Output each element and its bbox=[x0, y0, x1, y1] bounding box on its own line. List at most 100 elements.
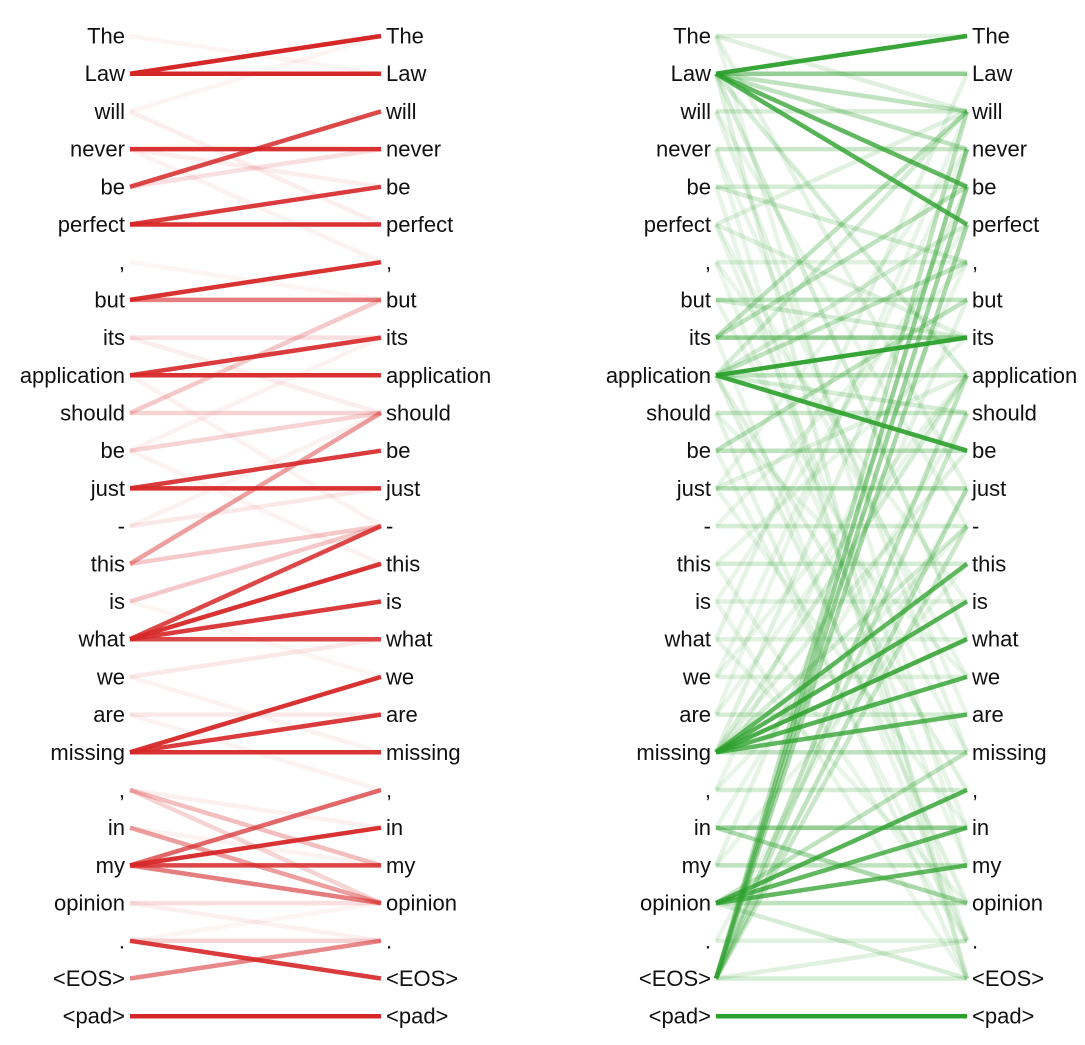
target-token: is bbox=[972, 589, 988, 614]
source-token: application bbox=[20, 363, 125, 388]
source-token: , bbox=[705, 250, 711, 275]
target-token: what bbox=[385, 627, 432, 652]
attention-link bbox=[715, 938, 968, 981]
target-token: application bbox=[972, 363, 1077, 388]
target-token: Law bbox=[972, 61, 1012, 86]
attention-link bbox=[129, 146, 382, 190]
attention-link bbox=[713, 298, 970, 867]
target-token: just bbox=[385, 476, 420, 501]
attention-link bbox=[715, 637, 968, 755]
attention-link bbox=[129, 335, 382, 378]
target-token: be bbox=[972, 438, 996, 463]
target-token: my bbox=[386, 853, 415, 878]
attention-link bbox=[715, 71, 968, 152]
attention-link bbox=[713, 35, 970, 867]
target-token: <pad> bbox=[972, 1004, 1034, 1029]
source-token: is bbox=[695, 589, 711, 614]
attention-link bbox=[713, 374, 970, 905]
source-token: just bbox=[90, 476, 125, 501]
source-token: what bbox=[664, 627, 711, 652]
target-token: , bbox=[386, 778, 392, 803]
target-token: missing bbox=[972, 740, 1047, 765]
source-token: The bbox=[87, 24, 125, 49]
attention-link bbox=[129, 636, 382, 680]
attention-link bbox=[714, 72, 969, 377]
attention-link bbox=[715, 712, 968, 755]
target-token: in bbox=[972, 815, 989, 840]
attention-link bbox=[715, 33, 968, 76]
source-token: . bbox=[119, 928, 125, 953]
target-token: perfect bbox=[972, 212, 1039, 237]
source-token: . bbox=[705, 928, 711, 953]
attention-link bbox=[715, 109, 968, 227]
attention-link bbox=[714, 373, 969, 716]
attention-link bbox=[713, 148, 970, 716]
target-token: will bbox=[385, 99, 417, 124]
source-token: missing bbox=[50, 740, 125, 765]
red-attention-panel: The The Law Law will will never never be be perfec… bbox=[20, 24, 491, 1029]
green-attention-panel: The The Law Law will will never never be be perfec… bbox=[606, 24, 1077, 1029]
source-token: but bbox=[94, 287, 125, 312]
target-token: <pad> bbox=[386, 1004, 448, 1029]
attention-link bbox=[714, 524, 969, 754]
source-token: its bbox=[689, 325, 711, 350]
attention-link bbox=[714, 600, 969, 980]
target-token: , bbox=[972, 778, 978, 803]
attention-link bbox=[714, 222, 969, 378]
target-token: should bbox=[972, 401, 1037, 426]
source-token: , bbox=[705, 778, 711, 803]
target-token: opinion bbox=[972, 891, 1043, 916]
source-token: just bbox=[676, 476, 711, 501]
target-token: its bbox=[972, 325, 994, 350]
attention-link bbox=[715, 71, 968, 189]
attention-link bbox=[714, 223, 969, 678]
source-token: - bbox=[704, 514, 711, 539]
source-token: its bbox=[103, 325, 125, 350]
source-token: will bbox=[679, 99, 711, 124]
source-token: <EOS> bbox=[639, 966, 711, 991]
source-token: but bbox=[680, 287, 711, 312]
target-token: be bbox=[386, 438, 410, 463]
attention-link bbox=[715, 674, 968, 755]
target-token: should bbox=[386, 401, 451, 426]
source-token: is bbox=[109, 589, 125, 614]
attention-link bbox=[129, 146, 382, 190]
attention-link bbox=[714, 411, 969, 679]
attention-link bbox=[128, 373, 383, 529]
attention-link bbox=[129, 787, 382, 868]
attention-link bbox=[714, 297, 969, 453]
attention-link bbox=[129, 184, 382, 227]
target-token: my bbox=[972, 853, 1001, 878]
source-token: are bbox=[93, 702, 125, 727]
target-token: are bbox=[972, 702, 1004, 727]
attention-link bbox=[129, 448, 382, 491]
attention-link bbox=[129, 335, 382, 453]
source-token: what bbox=[78, 627, 125, 652]
attention-link bbox=[713, 223, 970, 829]
source-token: <pad> bbox=[649, 1004, 711, 1029]
target-token: this bbox=[972, 551, 1006, 576]
source-token: Law bbox=[671, 61, 711, 86]
source-token: be bbox=[101, 438, 125, 463]
source-token: will bbox=[93, 99, 125, 124]
attention-link bbox=[713, 223, 970, 980]
attention-link bbox=[715, 71, 968, 114]
source-token: never bbox=[656, 137, 711, 162]
attention-link bbox=[715, 373, 968, 416]
source-token: <pad> bbox=[63, 1004, 125, 1029]
attention-link bbox=[129, 900, 382, 944]
source-token: application bbox=[606, 363, 711, 388]
attention-link bbox=[714, 411, 969, 829]
target-token: <EOS> bbox=[972, 966, 1044, 991]
target-token: in bbox=[386, 815, 403, 840]
attention-link bbox=[129, 523, 382, 567]
attention-link bbox=[714, 34, 969, 490]
attention-link bbox=[129, 938, 382, 981]
attention-link bbox=[715, 297, 968, 340]
attention-link bbox=[129, 900, 382, 944]
attention-link bbox=[715, 222, 968, 340]
target-token: <EOS> bbox=[386, 966, 458, 991]
source-token: should bbox=[646, 401, 711, 426]
attention-link bbox=[129, 524, 382, 642]
attention-link bbox=[714, 184, 969, 340]
